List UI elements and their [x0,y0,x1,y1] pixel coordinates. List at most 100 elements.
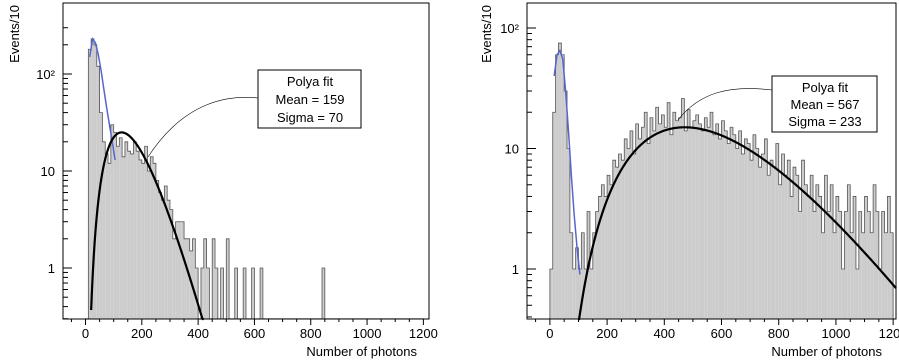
histogram-bin [195,268,199,319]
histogram-bin [681,98,685,319]
histogram-bin [747,143,751,319]
histogram-bin [167,200,170,319]
histogram-bin [175,221,179,319]
histogram-bin [555,54,559,319]
histogram-bin [139,159,142,319]
histogram-bin [707,127,711,319]
histogram-bin [130,153,134,319]
histogram-bin [206,268,210,319]
histogram-bin [758,167,762,319]
histogram-bin [192,238,196,319]
histogram-bin [122,156,125,319]
histogram-bin [795,175,799,319]
x-tick-label: 600 [244,326,266,341]
left-plot-frame [62,2,430,320]
histogram-bin [561,54,565,319]
histogram-bin [627,148,630,319]
histogram-bin [618,154,622,319]
y-tick-label: 1 [512,262,519,277]
histogram-bin [161,200,165,319]
histogram-bin [878,269,882,319]
left-axes: 0 200 400 600 800 1000 1200 1 10 10² [36,27,438,341]
histogram-bin [712,134,716,319]
histogram-bin [730,127,733,319]
histogram-bin [684,130,688,319]
histogram-bin [710,112,713,319]
right-plot-frame [526,2,897,320]
histogram-bin [584,269,588,319]
right-fit-box-leader [677,88,773,121]
left-fit-box-sigma: Sigma = 70 [277,110,343,125]
histogram-bin [847,184,851,319]
y-tick-label: 10² [500,21,519,36]
histogram-bin [835,196,839,319]
right-fit-box [771,75,878,133]
histogram-bin [784,175,788,319]
y-tick-label: 10² [36,67,55,82]
histogram-bin [732,134,736,319]
histogram-bin [641,127,645,319]
histogram-bin [322,268,325,319]
histogram-bin [687,109,691,319]
x-tick-label: 0 [82,326,89,341]
x-tick-label: 800 [768,326,790,341]
histogram-bin [178,221,182,319]
histogram-bin [770,160,773,319]
histogram-bin [821,232,825,319]
x-tick-label: 400 [653,326,675,341]
histogram-bin [692,120,696,319]
histogram-bin [715,123,719,320]
histogram-bin [727,143,731,319]
histogram-bin [110,124,114,319]
histogram-bin [234,268,238,319]
histogram-bin [858,211,862,319]
right-panel: 0 200 400 600 800 1000 1200 1 10 10² Number of ph… [479,2,899,359]
histogram-bin [141,163,145,319]
histogram-bin [549,269,553,319]
histogram-bin [226,238,230,319]
histogram-bin [251,268,255,319]
histogram-bin [881,211,885,319]
histogram-bin [592,232,596,319]
histogram-bin [824,175,828,319]
histogram-bin [647,143,650,319]
histogram-bin [569,232,573,319]
histogram-bin [752,134,756,319]
histogram-bin [741,154,745,319]
histogram-bin [798,211,802,319]
histogram-bin [601,184,605,319]
left-y-axis-title: Events/10 [7,5,22,63]
histogram-bin [690,127,693,319]
histogram-bin [813,211,816,319]
histogram-bin [764,138,768,319]
histogram-bin [718,138,722,319]
x-tick-label: 600 [711,326,733,341]
histogram-bin [833,232,836,319]
histogram-bin [572,269,576,319]
histogram-bin [767,175,771,319]
left-panel: 0 200 400 600 800 1000 1200 1 10 10² Number of ph… [7,2,438,359]
histogram-bin [724,130,728,319]
histogram-bin [220,268,224,319]
histogram-bin [116,146,120,319]
histogram-bin [704,117,708,320]
histogram-bin [215,268,218,319]
right-x-axis-title: Number of photons [771,344,882,359]
x-tick-label: 200 [596,326,618,341]
histogram-bin [612,160,616,319]
histogram-bin [870,232,874,319]
histogram-bin [629,130,633,319]
histogram-bin [787,160,791,319]
histogram-bin [790,196,794,319]
histogram-bin [147,171,151,319]
histogram-bin [761,154,765,319]
histogram-outline [549,42,894,319]
pedestal-fit-curve [553,48,581,275]
histogram-bin [678,117,682,320]
right-y-axis-title: Events/10 [479,5,494,63]
histogram-bin [698,123,702,320]
left-fit-curves [89,37,204,321]
histogram-bin [144,146,148,319]
y-tick-label: 1 [48,261,55,276]
histogram-bin [807,196,811,319]
